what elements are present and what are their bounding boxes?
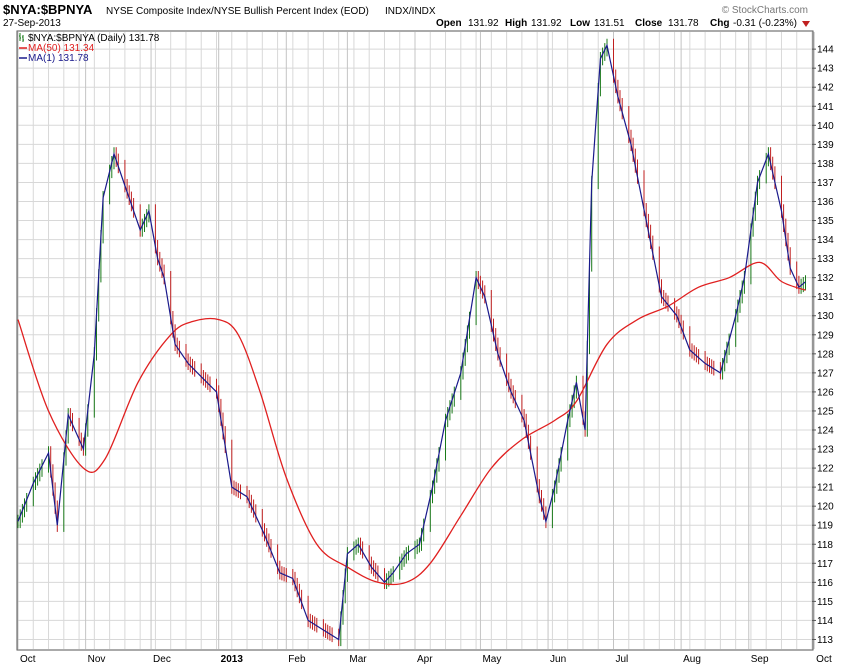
close-value: 131.78 bbox=[668, 18, 699, 29]
x-tick-label: Dec bbox=[153, 654, 171, 665]
y-tick-label: 136 bbox=[817, 197, 834, 208]
y-tick-label: 129 bbox=[817, 330, 834, 341]
y-tick-label: 114 bbox=[817, 616, 833, 627]
x-tick-label: Apr bbox=[417, 654, 433, 665]
x-tick-label: 2013 bbox=[221, 654, 244, 665]
x-tick-label: Feb bbox=[288, 654, 306, 665]
y-tick-label: 115 bbox=[817, 597, 833, 608]
brand: © StockCharts.com bbox=[722, 5, 808, 16]
date: 27-Sep-2013 bbox=[3, 18, 61, 29]
y-tick-label: 117 bbox=[817, 559, 833, 570]
x-tick-label: Aug bbox=[683, 654, 701, 665]
y-tick-label: 142 bbox=[817, 83, 834, 94]
open-value: 131.92 bbox=[468, 18, 499, 29]
chg-label: Chg bbox=[710, 18, 729, 29]
x-tick-label: Oct bbox=[20, 654, 36, 665]
x-tick-label: Jun bbox=[550, 654, 566, 665]
exchange: INDX/INDX bbox=[385, 6, 436, 17]
y-tick-label: 131 bbox=[817, 292, 834, 303]
open-label: Open bbox=[436, 18, 462, 29]
y-tick-label: 132 bbox=[817, 273, 834, 284]
y-axis: 113 114 115 116 117 118 119 120 121 122 123 124 125 1… bbox=[812, 45, 834, 646]
y-tick-label: 123 bbox=[817, 445, 834, 456]
y-tick-label: 118 bbox=[817, 540, 833, 551]
y-tick-label: 121 bbox=[817, 483, 834, 494]
x-axis: Oct Nov Dec 2013 Feb Mar Apr May Jun Jul Aug Sep Oct bbox=[20, 654, 832, 665]
y-tick-label: 135 bbox=[817, 216, 834, 227]
y-tick-label: 143 bbox=[817, 64, 834, 75]
y-tick-label: 140 bbox=[817, 121, 834, 132]
y-tick-label: 119 bbox=[817, 521, 833, 532]
close-label: Close bbox=[635, 18, 663, 29]
y-tick-label: 138 bbox=[817, 159, 834, 170]
y-tick-label: 130 bbox=[817, 311, 834, 322]
legend-item-ma1: MA(1) 131.78 bbox=[28, 53, 89, 64]
low-value: 131.51 bbox=[594, 18, 625, 29]
legend-item-ma50: MA(50) 131.34 bbox=[28, 43, 95, 54]
y-tick-label: 127 bbox=[817, 368, 834, 379]
y-tick-label: 126 bbox=[817, 387, 834, 398]
y-tick-label: 113 bbox=[817, 635, 833, 646]
low-label: Low bbox=[570, 18, 590, 29]
y-tick-label: 120 bbox=[817, 502, 834, 513]
y-tick-label: 141 bbox=[817, 102, 834, 113]
symbol: $NYA:$BPNYA bbox=[3, 2, 93, 17]
ma50-line bbox=[17, 261, 806, 586]
high-label: High bbox=[505, 18, 527, 29]
y-tick-label: 134 bbox=[817, 235, 834, 246]
x-tick-label: Nov bbox=[88, 654, 106, 665]
y-tick-label: 125 bbox=[817, 406, 834, 417]
x-tick-label: Jul bbox=[616, 654, 629, 665]
x-tick-label: Sep bbox=[751, 654, 769, 665]
y-tick-label: 133 bbox=[817, 254, 834, 265]
bar-icon bbox=[19, 33, 24, 42]
down-arrow-icon bbox=[802, 21, 810, 27]
y-tick-label: 137 bbox=[817, 178, 834, 189]
y-tick-label: 144 bbox=[817, 45, 834, 56]
x-tick-label: Mar bbox=[349, 654, 367, 665]
legend: $NYA:$BPNYA (Daily) 131.78 MA(50) 131.34… bbox=[19, 33, 160, 64]
high-value: 131.92 bbox=[531, 18, 562, 29]
y-tick-label: 128 bbox=[817, 349, 834, 360]
description: NYSE Composite Index/NYSE Bullish Percen… bbox=[106, 6, 369, 17]
y-tick-label: 124 bbox=[817, 426, 834, 437]
chg-value: -0.31 (-0.23%) bbox=[733, 18, 797, 29]
y-tick-label: 139 bbox=[817, 140, 834, 151]
legend-item-price: $NYA:$BPNYA (Daily) 131.78 bbox=[28, 33, 160, 44]
x-tick-label: Oct bbox=[816, 654, 832, 665]
ma1-line bbox=[17, 43, 806, 641]
x-tick-label: May bbox=[482, 654, 501, 665]
y-tick-label: 122 bbox=[817, 464, 834, 475]
y-tick-label: 116 bbox=[817, 578, 833, 589]
